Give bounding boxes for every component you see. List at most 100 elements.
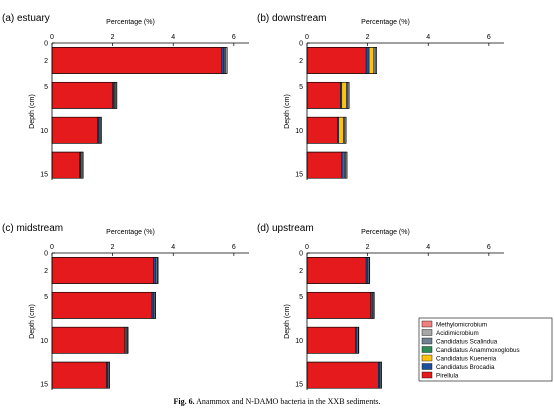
panel-title: (b) downstream xyxy=(257,13,326,24)
y-tick-label: 0 xyxy=(44,41,48,48)
y-axis-label: Depth (cm) xyxy=(29,94,36,129)
bar-segment-pirellula xyxy=(51,361,107,389)
bar-segment-candidatus-brocadia xyxy=(340,82,343,109)
y-tick-label: 5 xyxy=(44,84,48,91)
figure-canvas: (a) estuary Percentage (%) 0 2 4 6 Depth (cm) 0… xyxy=(2,13,553,390)
bar-segment-pirellula xyxy=(306,292,371,319)
bar-segment-pirellula xyxy=(51,292,153,319)
bar-segment-candidatus-kuenenia xyxy=(341,82,347,109)
bar-segment-candidatus-kuenenia xyxy=(368,47,374,74)
y-tick-label: 15 xyxy=(40,171,48,178)
legend-swatch xyxy=(421,354,433,362)
x-tick-label: 4 xyxy=(171,34,175,41)
legend-swatch xyxy=(421,363,433,370)
y-tick-label: 5 xyxy=(299,84,303,91)
legend-swatch xyxy=(421,320,433,328)
legend-label: Candidatus Scalindua xyxy=(436,339,498,346)
y-axis-label: Depth (cm) xyxy=(284,94,291,129)
y-tick-label: 2 xyxy=(44,58,48,65)
x-tick-label: 0 xyxy=(305,244,309,251)
x-tick-label: 6 xyxy=(232,34,236,41)
x-tick-label: 2 xyxy=(111,34,115,41)
caption-text: Anammox and N-DAMO bacteria in the XXB s… xyxy=(196,397,381,406)
bar-segment-candidatus-brocadia xyxy=(151,292,154,319)
bar-segment-candidatus-brocadia xyxy=(221,47,224,74)
y-tick-label: 0 xyxy=(299,41,303,48)
bar-segment-candidatus-brocadia xyxy=(124,326,127,354)
y-tick-label: 10 xyxy=(40,338,48,345)
bar-segment-pirellula xyxy=(51,151,80,179)
bar-segment-candidatus-scalindua xyxy=(223,47,226,74)
chart-panel-4: (d) upstream Percentage (%) 0 2 4 6 Depth (cm)… xyxy=(257,223,504,390)
bar-segment-candidatus-brocadia xyxy=(378,361,380,389)
y-tick-label: 15 xyxy=(295,381,303,388)
y-tick-label: 10 xyxy=(295,128,303,135)
bar-segment-candidatus-brocadia xyxy=(355,326,358,354)
x-tick-label: 6 xyxy=(487,244,491,251)
bar-segment-pirellula xyxy=(306,326,356,354)
y-tick-label: 0 xyxy=(299,251,303,258)
bar-segment-pirellula xyxy=(51,47,222,74)
y-tick-label: 2 xyxy=(44,268,48,275)
x-tick-label: 4 xyxy=(171,244,175,251)
bar-segment-candidatus-brocadia xyxy=(365,47,370,74)
x-tick-label: 0 xyxy=(50,244,54,251)
legend-label: Methylomicrobium xyxy=(436,322,487,329)
y-axis-label: Depth (cm) xyxy=(284,304,291,339)
panel-title: (d) upstream xyxy=(257,223,314,234)
legend-box xyxy=(418,317,553,382)
y-tick-label: 15 xyxy=(40,381,48,388)
x-tick-label: 0 xyxy=(305,34,309,41)
bar-segment-pirellula xyxy=(306,257,367,284)
caption-label: Fig. 6. xyxy=(173,397,195,406)
legend-swatch xyxy=(421,371,433,379)
legend-swatch xyxy=(421,346,433,353)
bar-segment-candidatus-scalindua xyxy=(373,47,376,74)
x-axis-label: Percentage (%) xyxy=(361,19,410,26)
x-tick-label: 0 xyxy=(50,34,54,41)
y-tick-label: 10 xyxy=(40,128,48,135)
panel-title: (a) estuary xyxy=(2,13,50,24)
x-tick-label: 2 xyxy=(111,244,115,251)
figure-caption: Fig. 6. Anammox and N-DAMO bacteria in t… xyxy=(0,397,554,406)
bar-segment-candidatus-brocadia xyxy=(341,151,344,179)
bar-segment-candidatus-brocadia xyxy=(365,257,369,284)
bar-segment-candidatus-brocadia xyxy=(337,116,340,144)
legend-label: Candidatus Anammoxoglobus xyxy=(436,347,520,354)
x-tick-label: 2 xyxy=(366,34,370,41)
x-tick-label: 2 xyxy=(366,244,370,251)
bar-segment-candidatus-brocadia xyxy=(370,292,373,319)
bar-segment-pirellula xyxy=(51,326,125,354)
x-axis-label: Percentage (%) xyxy=(106,19,155,26)
bar-segment-candidatus-scalindua xyxy=(346,82,349,109)
y-axis-label: Depth (cm) xyxy=(29,304,36,339)
x-tick-label: 4 xyxy=(426,244,430,251)
bar-segment-pirellula xyxy=(306,116,338,144)
x-axis-label: Percentage (%) xyxy=(106,229,155,236)
legend-label: Pirellula xyxy=(436,373,459,380)
y-tick-label: 10 xyxy=(295,338,303,345)
y-tick-label: 5 xyxy=(44,294,48,301)
y-tick-label: 2 xyxy=(299,58,303,65)
x-axis-label: Percentage (%) xyxy=(361,229,410,236)
bar-segment-pirellula xyxy=(306,361,379,389)
panels: (a) estuary Percentage (%) 0 2 4 6 Depth (cm) 0… xyxy=(2,13,504,390)
legend-label: Acidimicrobium xyxy=(436,330,479,337)
y-tick-label: 0 xyxy=(44,251,48,258)
chart-panel-2: (b) downstream Percentage (%) 0 2 4 6 Depth (c… xyxy=(257,13,504,180)
bar-segment-candidatus-brocadia xyxy=(153,257,157,284)
bar-segment-pirellula xyxy=(306,151,343,179)
bar-segment-pirellula xyxy=(306,47,367,74)
bar-segment-candidatus-scalindua xyxy=(114,82,117,109)
bar-segment-candidatus-scalindua xyxy=(153,292,156,319)
bar-segment-pirellula xyxy=(51,257,154,284)
chart-panel-1: (a) estuary Percentage (%) 0 2 4 6 Depth (cm) 0… xyxy=(2,13,249,180)
bar-segment-pirellula xyxy=(51,116,98,144)
y-tick-label: 2 xyxy=(299,268,303,275)
bar-segment-candidatus-kuenenia xyxy=(338,116,344,144)
bar-segment-pirellula xyxy=(51,82,113,109)
bar-segment-candidatus-scalindua xyxy=(343,116,346,144)
chart-panel-3: (c) midstream Percentage (%) 0 2 4 6 Depth (cm… xyxy=(2,223,249,390)
bar-segment-pirellula xyxy=(306,82,341,109)
